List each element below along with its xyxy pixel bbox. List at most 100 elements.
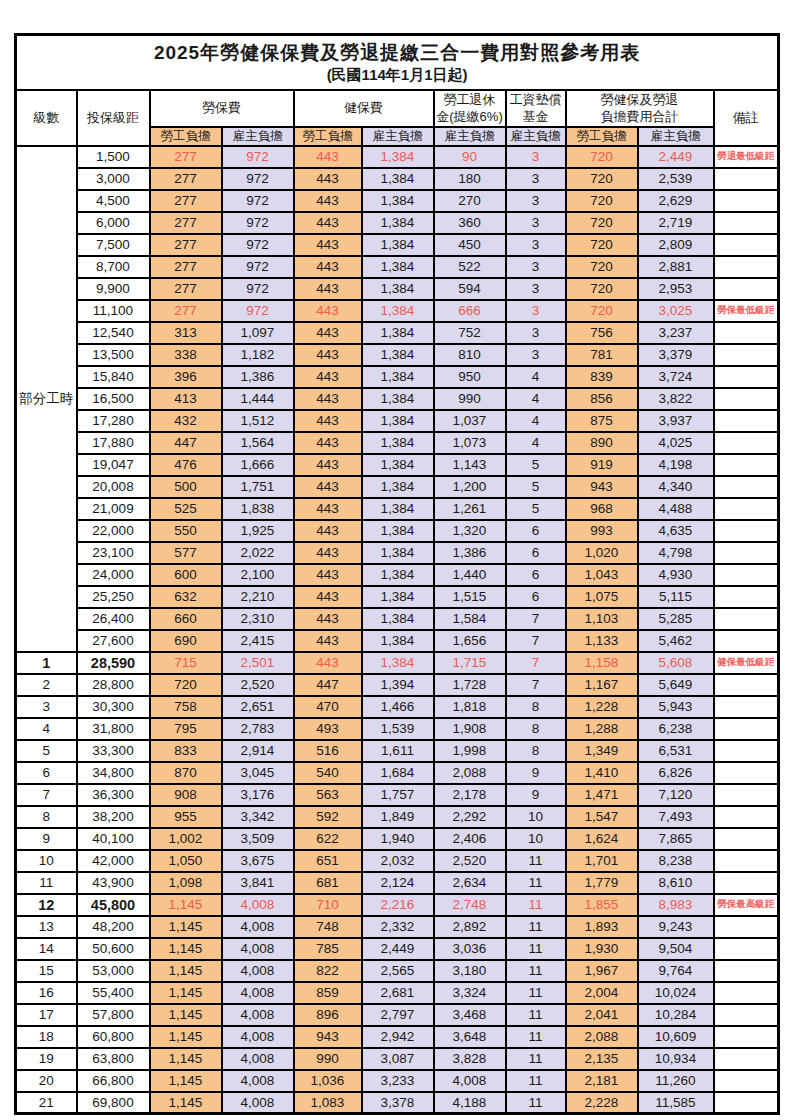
col-header-health-insurance: 健保費 [294,90,434,127]
level-cell: 13 [16,916,77,938]
health-worker-cell: 443 [294,168,362,190]
fund-employer-cell: 11 [506,1070,566,1092]
remark-cell [714,256,779,278]
labor-worker-cell: 690 [150,630,222,652]
pension-employer-cell: 4,188 [434,1092,506,1114]
pension-employer-cell: 594 [434,278,506,300]
table-row: 1143,9001,0983,8416812,1242,634111,7798,… [16,872,779,894]
fund-employer-cell: 3 [506,278,566,300]
remark-cell [714,938,779,960]
total-worker-cell: 968 [566,498,638,520]
remark-cell [714,1070,779,1092]
labor-employer-cell: 1,751 [222,476,294,498]
bracket-cell: 9,900 [77,278,150,300]
pension-employer-cell: 752 [434,322,506,344]
total-employer-cell: 2,449 [638,146,714,168]
total-employer-cell: 4,488 [638,498,714,520]
bracket-cell: 57,800 [77,1004,150,1026]
table-row: 1042,0001,0503,6756512,0322,520111,7018,… [16,850,779,872]
labor-worker-cell: 1,002 [150,828,222,850]
health-worker-cell: 651 [294,850,362,872]
remark-cell [714,586,779,608]
pension-employer-cell: 1,656 [434,630,506,652]
labor-employer-cell: 1,097 [222,322,294,344]
fund-employer-cell: 3 [506,344,566,366]
remark-cell [714,190,779,212]
bracket-cell: 15,840 [77,366,150,388]
total-employer-cell: 3,822 [638,388,714,410]
total-worker-cell: 943 [566,476,638,498]
health-employer-cell: 1,384 [362,278,434,300]
total-employer-cell: 10,284 [638,1004,714,1026]
pension-employer-cell: 950 [434,366,506,388]
level-cell: 2 [16,674,77,696]
pension-employer-cell: 3,036 [434,938,506,960]
pension-employer-cell: 360 [434,212,506,234]
fund-employer-cell: 3 [506,300,566,322]
fund-employer-cell: 10 [506,828,566,850]
labor-worker-cell: 833 [150,740,222,762]
level-cell: 19 [16,1048,77,1070]
fund-employer-cell: 11 [506,1004,566,1026]
labor-employer-cell: 1,838 [222,498,294,520]
fund-employer-cell: 11 [506,872,566,894]
total-worker-cell: 720 [566,146,638,168]
health-worker-cell: 443 [294,300,362,322]
remark-cell [714,278,779,300]
fund-employer-cell: 11 [506,982,566,1004]
labor-worker-cell: 447 [150,432,222,454]
labor-worker-cell: 277 [150,300,222,322]
col-header-pension-line1: 勞工退休 [435,91,505,109]
total-employer-cell: 11,260 [638,1070,714,1092]
fund-employer-cell: 4 [506,388,566,410]
health-worker-cell: 592 [294,806,362,828]
health-employer-cell: 1,466 [362,696,434,718]
total-employer-cell: 4,798 [638,542,714,564]
labor-employer-cell: 2,022 [222,542,294,564]
total-employer-cell: 3,379 [638,344,714,366]
table-row: 1963,8001,1454,0089903,0873,828112,13510… [16,1048,779,1070]
col-header-total-line1: 勞健保及勞退 [567,91,713,109]
pension-employer-cell: 2,634 [434,872,506,894]
total-employer-cell: 3,237 [638,322,714,344]
remark-cell [714,542,779,564]
pension-employer-cell: 522 [434,256,506,278]
premium-table: 2025年勞健保保費及勞退提繳三合一費用對照參考用表 (民國114年1月1日起)… [14,33,780,1115]
total-employer-cell: 3,025 [638,300,714,322]
fund-employer-cell: 3 [506,256,566,278]
pension-employer-cell: 1,320 [434,520,506,542]
table-row: 7,5002779724431,38445037202,809 [16,234,779,256]
labor-worker-cell: 1,145 [150,916,222,938]
health-worker-cell: 443 [294,388,362,410]
health-worker-cell: 516 [294,740,362,762]
labor-employer-cell: 1,512 [222,410,294,432]
health-worker-cell: 748 [294,916,362,938]
remark-cell [714,366,779,388]
labor-employer-cell: 1,386 [222,366,294,388]
total-employer-cell: 8,238 [638,850,714,872]
labor-worker-cell: 476 [150,454,222,476]
table-row: 940,1001,0023,5096221,9402,406101,6247,8… [16,828,779,850]
level-cell: 15 [16,960,77,982]
fund-employer-cell: 3 [506,322,566,344]
level-cell: 4 [16,718,77,740]
total-employer-cell: 10,934 [638,1048,714,1070]
health-employer-cell: 1,384 [362,542,434,564]
fund-employer-cell: 6 [506,520,566,542]
remark-cell [714,498,779,520]
health-worker-cell: 896 [294,1004,362,1026]
col-header-bracket: 投保級距 [77,90,150,146]
table-row: 27,6006902,4154431,3841,65671,1335,462 [16,630,779,652]
pension-employer-cell: 1,584 [434,608,506,630]
health-employer-cell: 2,332 [362,916,434,938]
health-employer-cell: 1,384 [362,630,434,652]
health-employer-cell: 1,384 [362,168,434,190]
health-employer-cell: 3,087 [362,1048,434,1070]
health-worker-cell: 443 [294,366,362,388]
level-cell: 9 [16,828,77,850]
health-worker-cell: 443 [294,542,362,564]
total-worker-cell: 1,547 [566,806,638,828]
remark-cell [714,674,779,696]
pension-employer-cell: 450 [434,234,506,256]
pension-employer-cell: 666 [434,300,506,322]
